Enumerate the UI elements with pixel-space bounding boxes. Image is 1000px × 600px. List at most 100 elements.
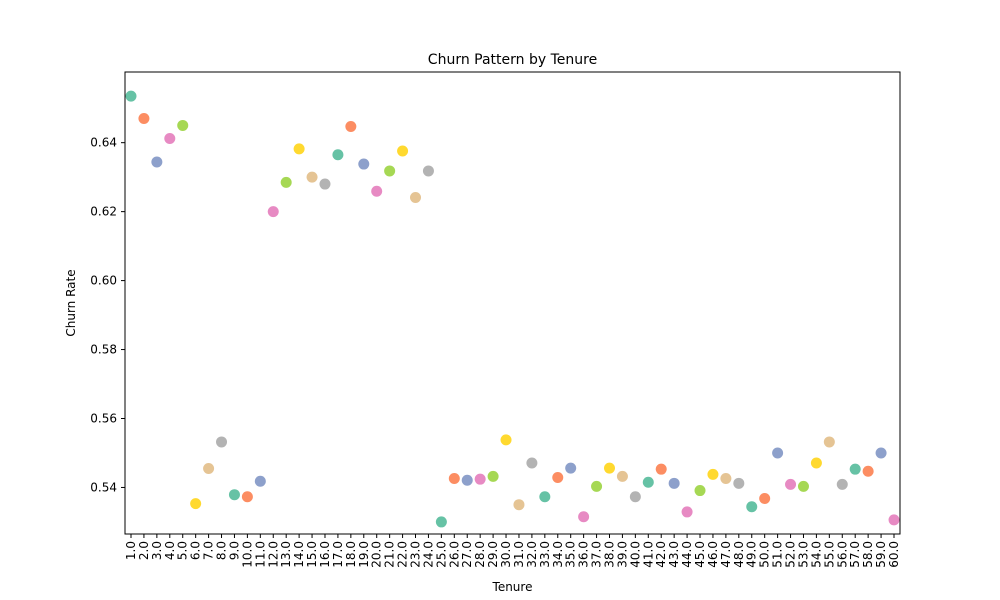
x-tick-label: 47.0 xyxy=(719,541,733,568)
y-axis: 0.54 0.56 0.58 0.60 0.62 0.64 xyxy=(90,136,125,494)
x-tick-label: 30.0 xyxy=(499,541,513,568)
data-point xyxy=(190,498,202,510)
data-point xyxy=(668,477,680,489)
y-tick-label: 0.54 xyxy=(90,480,117,494)
data-point xyxy=(733,477,745,489)
x-tick-label: 56.0 xyxy=(835,541,849,568)
x-tick-label: 5.0 xyxy=(176,541,190,560)
data-point xyxy=(578,511,590,523)
data-point xyxy=(513,499,525,511)
data-point xyxy=(241,491,253,503)
x-tick-label: 26.0 xyxy=(447,541,461,568)
x-tick-label: 42.0 xyxy=(654,541,668,568)
data-point xyxy=(629,491,641,503)
data-point xyxy=(603,462,615,474)
data-point xyxy=(849,463,861,475)
x-tick-label: 13.0 xyxy=(279,541,293,568)
x-tick-label: 4.0 xyxy=(163,541,177,560)
x-tick-label: 54.0 xyxy=(809,541,823,568)
x-tick-label: 29.0 xyxy=(486,541,500,568)
plot-frame xyxy=(124,71,901,535)
x-tick-label: 12.0 xyxy=(266,541,280,568)
x-tick-label: 31.0 xyxy=(512,541,526,568)
data-point xyxy=(254,475,266,487)
x-tick-label: 32.0 xyxy=(525,541,539,568)
x-tick-label: 3.0 xyxy=(150,541,164,560)
data-point xyxy=(228,489,240,501)
data-point xyxy=(759,492,771,504)
y-axis-label: Churn Rate xyxy=(64,269,78,336)
x-tick-label: 16.0 xyxy=(318,541,332,568)
x-tick-label: 14.0 xyxy=(292,541,306,568)
x-tick-label: 36.0 xyxy=(577,541,591,568)
x-axis: 1.02.03.04.05.06.07.08.09.010.011.012.01… xyxy=(124,534,901,568)
x-tick-label: 59.0 xyxy=(874,541,888,568)
x-tick-label: 24.0 xyxy=(421,541,435,568)
x-tick-label: 51.0 xyxy=(771,541,785,568)
x-tick-label: 39.0 xyxy=(615,541,629,568)
data-point xyxy=(332,149,344,161)
x-axis-label: Tenure xyxy=(492,580,533,594)
x-tick-label: 15.0 xyxy=(305,541,319,568)
data-point xyxy=(823,436,835,448)
data-point xyxy=(836,478,848,490)
x-tick-label: 48.0 xyxy=(732,541,746,568)
data-point xyxy=(216,436,228,448)
y-tick-label: 0.58 xyxy=(90,343,117,357)
x-tick-label: 17.0 xyxy=(331,541,345,568)
x-tick-label: 2.0 xyxy=(137,541,151,560)
x-tick-label: 50.0 xyxy=(758,541,772,568)
data-point xyxy=(293,143,305,155)
data-point xyxy=(746,501,758,513)
data-point xyxy=(397,145,409,157)
x-tick-label: 22.0 xyxy=(396,541,410,568)
data-point xyxy=(474,473,486,485)
x-tick-label: 44.0 xyxy=(680,541,694,568)
x-tick-label: 9.0 xyxy=(227,541,241,560)
data-point xyxy=(306,171,318,183)
x-tick-label: 6.0 xyxy=(189,541,203,560)
x-tick-label: 55.0 xyxy=(822,541,836,568)
data-point xyxy=(772,447,784,459)
x-tick-label: 57.0 xyxy=(848,541,862,568)
data-point xyxy=(345,120,357,132)
x-tick-label: 28.0 xyxy=(473,541,487,568)
y-tick-label: 0.60 xyxy=(90,274,117,288)
x-tick-label: 20.0 xyxy=(370,541,384,568)
data-point xyxy=(138,113,150,125)
x-tick-label: 23.0 xyxy=(409,541,423,568)
x-tick-label: 1.0 xyxy=(124,541,138,560)
x-tick-label: 19.0 xyxy=(357,541,371,568)
chart-title: Churn Pattern by Tenure xyxy=(428,52,597,68)
x-tick-label: 60.0 xyxy=(887,541,901,568)
data-point xyxy=(371,185,383,197)
data-point xyxy=(267,206,279,218)
data-point xyxy=(707,468,719,480)
data-point xyxy=(448,472,460,484)
data-point xyxy=(461,474,473,486)
x-tick-label: 45.0 xyxy=(693,541,707,568)
data-point xyxy=(888,514,900,526)
data-point xyxy=(280,176,292,188)
x-tick-label: 35.0 xyxy=(564,541,578,568)
data-point xyxy=(358,158,370,170)
y-tick-label: 0.56 xyxy=(90,412,117,426)
x-tick-label: 43.0 xyxy=(667,541,681,568)
data-point xyxy=(785,478,797,490)
data-point xyxy=(681,506,693,518)
y-tick-label: 0.62 xyxy=(90,205,117,219)
x-tick-label: 21.0 xyxy=(383,541,397,568)
data-point xyxy=(164,133,176,145)
x-tick-label: 52.0 xyxy=(784,541,798,568)
data-point xyxy=(875,447,887,459)
data-point xyxy=(720,472,732,484)
data-point xyxy=(655,463,667,475)
data-point xyxy=(552,471,564,483)
x-tick-label: 18.0 xyxy=(344,541,358,568)
data-point xyxy=(642,476,654,488)
data-point xyxy=(616,470,628,482)
data-point xyxy=(319,178,331,190)
data-point xyxy=(151,156,163,168)
x-tick-label: 53.0 xyxy=(796,541,810,568)
